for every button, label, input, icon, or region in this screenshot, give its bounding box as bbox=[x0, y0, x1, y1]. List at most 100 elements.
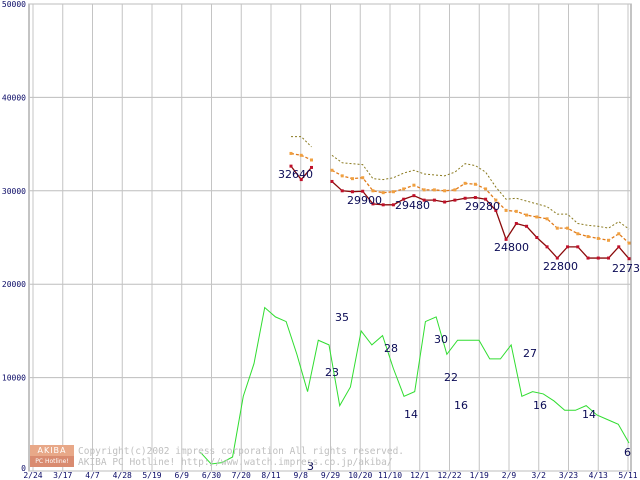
series-2-point bbox=[617, 232, 621, 236]
series-3-line bbox=[331, 154, 630, 230]
series-2-point bbox=[555, 226, 559, 230]
series-1-line bbox=[331, 180, 630, 260]
x-tick-label: 4/28 bbox=[113, 471, 132, 480]
series-2-point bbox=[545, 217, 549, 221]
price-data-label: 29280 bbox=[465, 200, 500, 213]
series-2-point bbox=[473, 182, 477, 186]
series-1-point bbox=[607, 256, 611, 260]
series-1-point bbox=[299, 178, 303, 182]
series-lines bbox=[200, 136, 631, 465]
y-tick-label: 20000 bbox=[2, 280, 26, 289]
price-data-label: 22800 bbox=[543, 260, 578, 273]
x-tick-label: 10/20 bbox=[348, 471, 372, 480]
x-tick-label: 4/13 bbox=[589, 471, 608, 480]
series-2-point bbox=[422, 188, 426, 192]
series-2-point bbox=[576, 232, 580, 236]
x-tick-label: 6/30 bbox=[202, 471, 221, 480]
series-1-point bbox=[443, 200, 447, 204]
series-2-point bbox=[535, 215, 539, 219]
series-2-point bbox=[350, 177, 354, 181]
series-1-point bbox=[586, 256, 590, 260]
y-axis-ticks: 0 10000 20000 30000 40000 50000 bbox=[2, 0, 26, 473]
series-2-point bbox=[607, 238, 611, 242]
x-tick-label: 6/9 bbox=[175, 471, 190, 480]
series-1-point bbox=[340, 189, 344, 193]
series-2-point bbox=[627, 241, 631, 245]
series-1-point bbox=[289, 164, 293, 168]
series-1-point bbox=[432, 198, 436, 202]
series-1-point bbox=[309, 165, 313, 169]
series-2-point bbox=[443, 189, 447, 193]
price-data-label: 22730 bbox=[612, 262, 640, 275]
series-2-point bbox=[381, 191, 385, 195]
series-1-point bbox=[381, 203, 385, 207]
series-1-point bbox=[555, 256, 559, 260]
series-2-point bbox=[504, 208, 508, 212]
series-1-point bbox=[617, 245, 621, 249]
price-data-label: 29480 bbox=[395, 199, 430, 212]
copyright-line-2: AKIBA PC Hotline! http://www.watch.impre… bbox=[78, 457, 393, 468]
count-data-label: 23 bbox=[325, 366, 339, 379]
akiba-logo: AKIBA PC Hotline! bbox=[30, 445, 74, 467]
series-1-point bbox=[391, 203, 395, 207]
series-1-point bbox=[514, 221, 518, 225]
series-2-point bbox=[361, 176, 365, 180]
count-data-label: 28 bbox=[384, 342, 398, 355]
series-2-line bbox=[331, 169, 630, 244]
series-2-point bbox=[330, 168, 334, 172]
x-tick-label: 9/8 bbox=[294, 471, 309, 480]
series-2-point bbox=[596, 236, 600, 240]
series-1-point bbox=[596, 256, 600, 260]
series-1-point bbox=[361, 189, 365, 193]
series-2-point bbox=[402, 187, 406, 191]
count-data-label: 16 bbox=[454, 399, 468, 412]
copyright-line-1: Copyright(c)2002 impress corporation All… bbox=[78, 446, 405, 457]
count-data-label: 3 bbox=[307, 460, 314, 473]
series-2-point bbox=[299, 153, 303, 157]
y-tick-label: 40000 bbox=[2, 93, 26, 102]
count-data-label: 16 bbox=[533, 399, 547, 412]
x-tick-label: 3/23 bbox=[559, 471, 578, 480]
series-1-point bbox=[350, 190, 354, 194]
series-2-point bbox=[484, 187, 488, 191]
count-data-label: 14 bbox=[404, 408, 418, 421]
data-labels: 32640 29900 29480 29280 24800 22800 22730 35 28 3… bbox=[278, 168, 640, 473]
price-data-label: 29900 bbox=[347, 194, 382, 207]
series-1-point bbox=[504, 237, 508, 241]
y-tick-label: 50000 bbox=[2, 0, 26, 9]
x-axis-ticks: 2/24 3/17 4/7 4/28 5/19 6/9 6/30 7/20 8/11 9/8 9/2… bbox=[23, 471, 637, 480]
x-tick-label: 11/10 bbox=[378, 471, 402, 480]
count-line bbox=[200, 306, 630, 465]
x-tick-label: 4/7 bbox=[85, 471, 100, 480]
series-1-point bbox=[453, 198, 457, 202]
series-1-point bbox=[484, 197, 488, 201]
x-tick-label: 3/17 bbox=[53, 471, 72, 480]
count-data-label: 6 bbox=[624, 446, 631, 459]
logo-bottom-text: PC Hotline! bbox=[30, 456, 74, 467]
series-2-point bbox=[340, 174, 344, 178]
series-2-point bbox=[566, 226, 570, 230]
series-2-point bbox=[514, 209, 518, 213]
series-1-point bbox=[330, 179, 334, 183]
y-tick-label: 0 bbox=[21, 464, 26, 473]
count-data-label: 14 bbox=[582, 408, 596, 421]
series-2-point bbox=[586, 235, 590, 239]
series-1-point bbox=[412, 194, 416, 198]
series-1-point bbox=[402, 197, 406, 201]
logo-top-text: AKIBA bbox=[30, 445, 74, 456]
series-1-point bbox=[545, 245, 549, 249]
x-tick-label: 5/19 bbox=[142, 471, 161, 480]
series-2-point bbox=[289, 151, 293, 155]
y-tick-label: 10000 bbox=[2, 374, 26, 383]
series-1-point bbox=[566, 245, 570, 249]
series-2-point bbox=[309, 158, 313, 162]
price-data-label: 24800 bbox=[494, 241, 529, 254]
series-1-point bbox=[422, 198, 426, 202]
x-tick-label: 8/11 bbox=[261, 471, 280, 480]
series-2-point bbox=[432, 188, 436, 192]
count-data-label: 35 bbox=[335, 311, 349, 324]
count-data-label: 27 bbox=[523, 347, 537, 360]
series-2-point bbox=[391, 190, 395, 194]
x-tick-label: 3/2 bbox=[532, 471, 547, 480]
x-tick-label: 7/20 bbox=[232, 471, 251, 480]
